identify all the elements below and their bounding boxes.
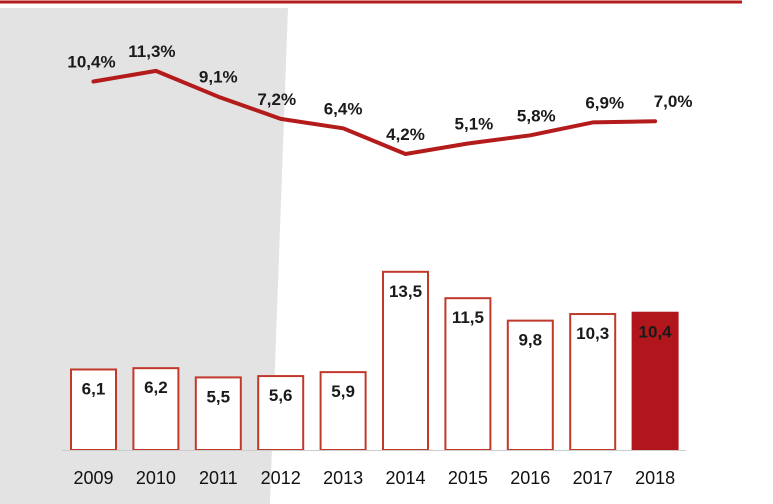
line-value-label: 6,9% xyxy=(585,93,624,112)
x-tick-label: 2015 xyxy=(448,468,488,488)
bar-2017 xyxy=(569,313,617,452)
line-value-label: 7,0% xyxy=(654,92,693,111)
x-tick-label: 2014 xyxy=(385,468,425,488)
bar-value-label: 13,5 xyxy=(389,282,422,301)
bar-2009 xyxy=(70,368,117,452)
line-value-label: 5,1% xyxy=(455,114,494,133)
x-tick-label: 2013 xyxy=(323,468,363,488)
bar-series: 6,1 6,2 5,5 5,6 5,9 13,5 11,5 9,8 10,3 10,4 xyxy=(70,270,679,452)
bar-value-label: 6,2 xyxy=(144,378,168,397)
line-value-label: 5,8% xyxy=(517,106,556,125)
bar-value-label: 10,3 xyxy=(576,324,609,343)
line-value-label: 11,3% xyxy=(128,42,175,61)
bar-value-label: 5,5 xyxy=(206,387,230,406)
bar-2016 xyxy=(506,319,554,452)
x-tick-label: 2012 xyxy=(261,468,301,488)
line-value-label: 6,4% xyxy=(324,99,363,118)
bar-value-label: 6,1 xyxy=(82,379,106,398)
bar-value-label: 11,5 xyxy=(452,308,484,327)
x-tick-label: 2011 xyxy=(199,468,238,488)
rate-line xyxy=(91,68,658,156)
x-tick-label: 2017 xyxy=(573,468,613,488)
bar-2015 xyxy=(444,297,492,452)
x-tick-label: 2010 xyxy=(136,468,176,488)
line-series: 10,4% 11,3% 9,1% 7,2% 6,4% 4,2% 5,1% 5,8% 6,9% 7,… xyxy=(67,42,693,156)
line-value-label: 7,2% xyxy=(257,90,296,109)
line-value-label: 10,4% xyxy=(67,52,115,71)
x-tick-label: 2018 xyxy=(635,468,675,488)
x-tick-label: 2009 xyxy=(73,468,113,488)
bar-2011 xyxy=(194,376,242,451)
x-axis: 2009 2010 2011 2012 2013 2014 2015 2016 2017 2018 xyxy=(62,450,686,488)
bar-2013 xyxy=(319,371,367,451)
bar-2018 xyxy=(631,311,679,451)
bar-value-label: 5,6 xyxy=(269,386,293,405)
bar-value-label: 9,8 xyxy=(518,331,542,350)
x-tick-label: 2016 xyxy=(510,468,550,488)
bar-value-label: 10,4 xyxy=(639,323,673,342)
line-value-label: 9,1% xyxy=(199,68,238,87)
line-value-label: 4,2% xyxy=(386,125,425,144)
bar-2014 xyxy=(382,270,429,451)
bar-value-label: 5,9 xyxy=(331,382,355,401)
